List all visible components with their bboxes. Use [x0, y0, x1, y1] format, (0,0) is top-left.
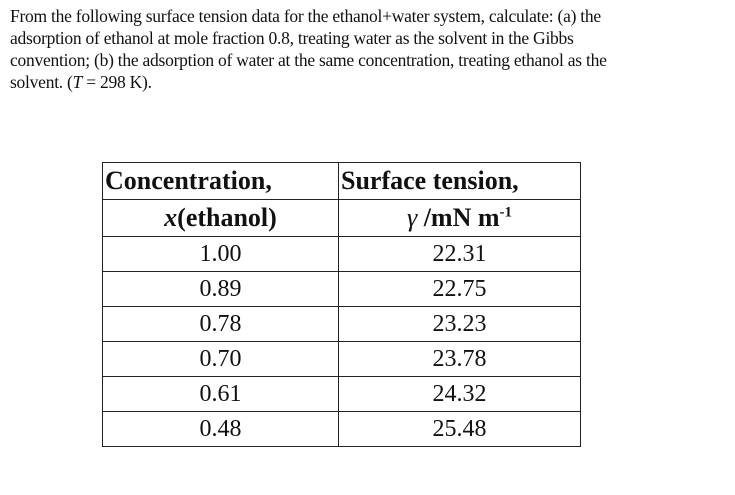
table-row: 0.70 23.78	[102, 341, 581, 377]
surface-tension-cell: 22.75	[338, 271, 581, 307]
header-x-ethanol: x(ethanol)	[102, 199, 339, 237]
surface-tension-cell: 22.31	[338, 236, 581, 272]
table-row: 1.00 22.31	[102, 236, 581, 272]
table-row: 0.61 24.32	[102, 376, 581, 412]
x-symbol: x	[164, 203, 178, 232]
header-concentration: Concentration,	[102, 162, 339, 200]
text: = 298 K).	[82, 72, 152, 92]
exponent: -1	[499, 204, 513, 221]
header-units-row: x(ethanol) γ /mN m-1	[102, 199, 581, 237]
concentration-cell: 0.78	[102, 306, 339, 342]
gamma-symbol: γ	[406, 203, 418, 232]
header-row: Concentration, Surface tension,	[102, 162, 581, 200]
temperature-symbol: T	[72, 72, 83, 92]
table-row: 0.78 23.23	[102, 306, 581, 342]
concentration-cell: 0.48	[102, 411, 339, 447]
concentration-cell: 0.89	[102, 271, 339, 307]
surface-tension-cell: 25.48	[338, 411, 581, 447]
header-gamma-unit: γ /mN m-1	[338, 199, 581, 237]
text: solvent. (	[10, 72, 73, 92]
concentration-cell: 0.61	[102, 376, 339, 412]
surface-tension-table: Concentration, Surface tension, x(ethano…	[102, 162, 581, 447]
surface-tension-cell: 23.78	[338, 341, 581, 377]
concentration-cell: 0.70	[102, 341, 339, 377]
problem-line: adsorption of ethanol at mole fraction 0…	[10, 28, 574, 48]
problem-line: From the following surface tension data …	[10, 6, 601, 26]
surface-tension-cell: 23.23	[338, 306, 581, 342]
text: /mN m	[417, 203, 500, 232]
problem-statement: From the following surface tension data …	[10, 5, 607, 93]
problem-line: convention; (b) the adsorption of water …	[10, 50, 607, 70]
table-row: 0.89 22.75	[102, 271, 581, 307]
text: (ethanol)	[177, 203, 277, 232]
surface-tension-cell: 24.32	[338, 376, 581, 412]
problem-line: solvent. (T = 298 K).	[10, 71, 607, 93]
concentration-cell: 1.00	[102, 236, 339, 272]
table-row: 0.48 25.48	[102, 411, 581, 447]
header-surface-tension: Surface tension,	[338, 162, 581, 200]
